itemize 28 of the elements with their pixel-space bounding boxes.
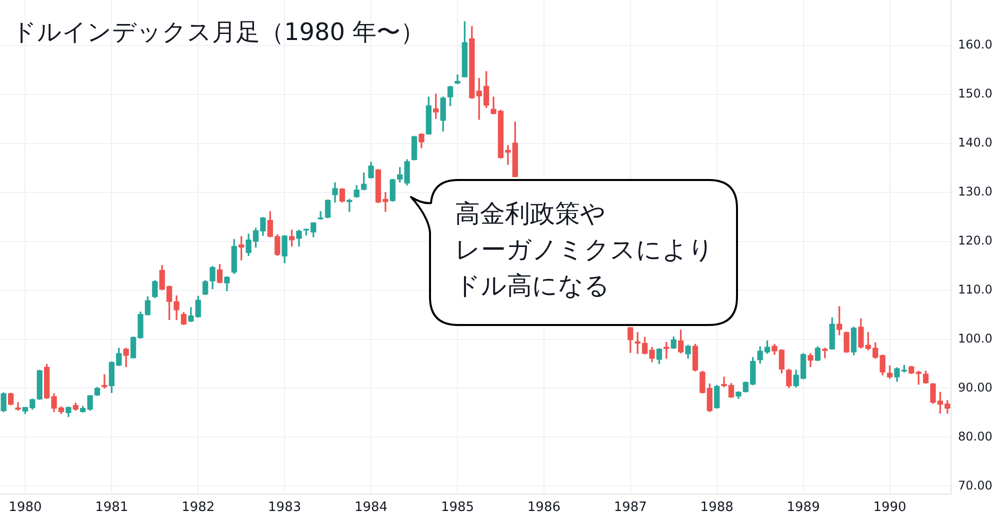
candlestick: [346, 198, 352, 212]
y-tick-label: 80.00: [958, 429, 992, 444]
x-tick-label: 1988: [700, 500, 734, 516]
x-tick-label: 1990: [873, 500, 906, 516]
annotation: 高金利政策やレーガノミクスによりドル高になる: [455, 198, 715, 302]
candlestick: [15, 402, 21, 411]
x-tick-label: 1989: [786, 500, 820, 516]
y-tick-label: 120.0: [958, 233, 992, 248]
y-tick-label: 160.0: [958, 38, 992, 52]
candlestick: [822, 348, 828, 358]
y-tick-label: 90.00: [958, 380, 992, 394]
y-tick-label: 150.0: [958, 86, 992, 101]
candlestick: [664, 342, 670, 359]
y-tick-label: 100.0: [958, 331, 992, 346]
x-tick-label: 1982: [182, 500, 215, 516]
x-tick-label: 1981: [95, 500, 128, 516]
y-tick-label: 110.0: [958, 282, 992, 296]
y-tick-label: 130.0: [958, 184, 992, 199]
x-tick-label: 1983: [268, 500, 302, 516]
x-tick-label: 1986: [527, 500, 560, 516]
candlestick: [102, 374, 108, 389]
x-tick-label: 1985: [440, 500, 474, 516]
y-tick-label: 70.00: [958, 478, 992, 492]
x-tick-label: 1980: [8, 500, 42, 516]
text: ドルインデックス月足（1980 年〜）: [12, 17, 425, 47]
x-tick-label: 1984: [354, 500, 388, 516]
y-tick-label: 140.0: [958, 136, 992, 150]
x-tick-label: 1987: [614, 500, 647, 516]
